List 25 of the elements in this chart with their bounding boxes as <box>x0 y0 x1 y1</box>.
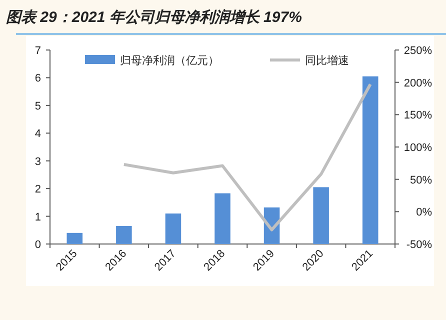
bar <box>362 76 378 244</box>
bar <box>214 193 230 244</box>
y2-tick-label: 150% <box>404 110 432 122</box>
y-tick-label: 1 <box>34 211 41 224</box>
legend-label: 同比增速 <box>305 54 349 67</box>
y2-tick-label: 100% <box>404 142 432 154</box>
y-tick-label: 7 <box>34 45 41 57</box>
line-series <box>122 82 372 232</box>
y2-tick-label: 0% <box>416 206 432 219</box>
bar <box>116 226 132 244</box>
y2-tick-label: 50% <box>410 174 432 186</box>
bar <box>313 187 329 244</box>
bar <box>66 232 83 244</box>
y-tick-label: 5 <box>34 100 41 112</box>
y-tick-label: 6 <box>34 72 41 85</box>
legend-label: 归母净利润（亿元） <box>120 54 219 67</box>
y-tick-label: 2 <box>34 184 41 196</box>
y2-tick-label: 200% <box>404 77 432 90</box>
y-tick-label: 4 <box>34 128 41 140</box>
y-tick-label: 3 <box>34 156 41 168</box>
y2-tick-label: 250% <box>404 45 432 57</box>
chart-title: 图表 29：2021 年公司归母净利润增长 197% <box>6 8 302 26</box>
bar <box>165 214 182 244</box>
y2-tick-label: -50% <box>406 239 432 251</box>
y-tick-label: 0 <box>34 239 41 251</box>
